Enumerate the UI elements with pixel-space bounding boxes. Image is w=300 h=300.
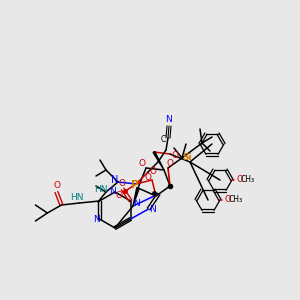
Text: N: N [110,187,116,196]
Text: O: O [167,158,173,167]
Text: O: O [237,176,243,184]
Text: O: O [118,178,125,188]
Text: O: O [225,196,231,205]
Polygon shape [153,152,164,170]
Text: N: N [111,175,119,185]
Text: CH₃: CH₃ [241,176,255,184]
Text: Si: Si [182,152,192,161]
Text: O: O [54,182,61,190]
Text: P: P [131,180,139,190]
Text: O: O [116,190,122,200]
Text: CH₃: CH₃ [229,196,243,205]
Text: HN: HN [70,194,83,202]
Polygon shape [133,188,139,206]
Text: N: N [165,116,171,124]
Text: O: O [149,167,157,176]
Text: O: O [139,160,145,169]
Text: O: O [172,151,178,160]
Text: O: O [145,173,152,182]
Text: N: N [149,206,156,214]
Text: N: N [134,200,140,208]
Text: C: C [160,136,166,145]
Text: N: N [93,215,100,224]
Text: HN: HN [94,185,108,194]
